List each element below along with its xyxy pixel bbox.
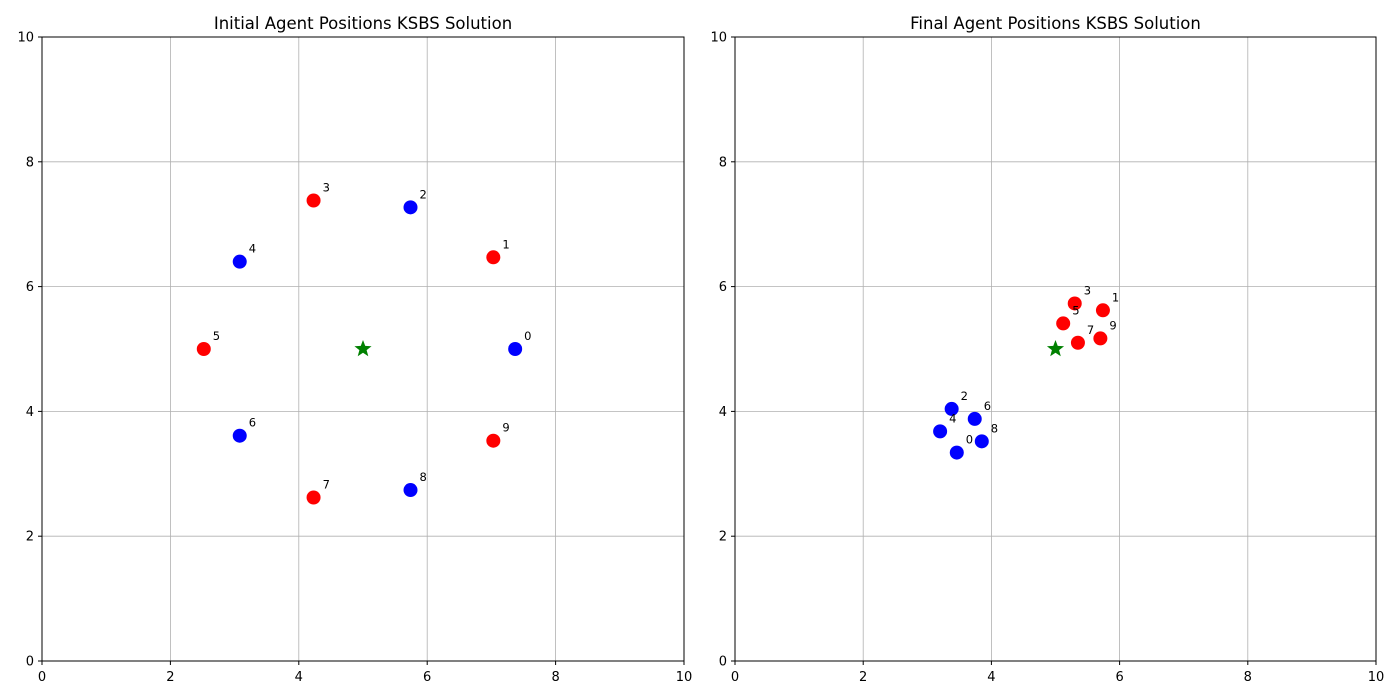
agent-point <box>949 445 964 460</box>
agent-label: 9 <box>1109 318 1116 332</box>
chart-title: Initial Agent Positions KSBS Solution <box>214 14 512 33</box>
x-tick-label: 2 <box>859 670 867 685</box>
agent-point <box>232 254 247 269</box>
agent-label: 3 <box>1084 283 1091 297</box>
agent-label: 8 <box>991 421 998 435</box>
axes-frame <box>734 36 1377 662</box>
agent-point <box>1070 335 1085 350</box>
y-tick-label: 4 <box>26 405 34 420</box>
y-tick-label: 2 <box>26 530 34 545</box>
agent-point <box>508 342 523 356</box>
axes-frame <box>41 36 685 662</box>
x-tick-label: 8 <box>1244 670 1252 685</box>
agent-label: 8 <box>420 470 427 484</box>
y-tick-label: 8 <box>26 155 34 170</box>
x-tick-label: 10 <box>676 670 693 685</box>
agent-point <box>232 428 247 443</box>
agent-label: 6 <box>984 399 991 413</box>
agent-label: 9 <box>502 421 509 435</box>
agent-point <box>933 424 948 439</box>
x-tick-label: 2 <box>166 670 174 685</box>
agent-label: 4 <box>249 242 256 256</box>
agent-label: 6 <box>249 416 256 430</box>
y-tick-label: 6 <box>719 280 727 295</box>
x-tick-label: 6 <box>423 670 431 685</box>
agent-label: 7 <box>1087 323 1094 337</box>
agent-point <box>403 200 418 215</box>
agent-label: 0 <box>966 433 973 447</box>
y-tick-label: 2 <box>719 530 727 545</box>
goal-star-marker <box>354 340 372 357</box>
chart-title: Final Agent Positions KSBS Solution <box>910 14 1201 33</box>
agent-point <box>486 433 501 448</box>
x-tick-label: 8 <box>551 670 559 685</box>
agent-point <box>1056 316 1071 331</box>
agent-point <box>1093 331 1108 346</box>
agent-point <box>486 250 501 265</box>
agent-label: 2 <box>961 389 968 403</box>
y-tick-label: 8 <box>719 155 727 170</box>
agent-point <box>1095 303 1110 318</box>
agent-label: 4 <box>949 411 956 425</box>
x-tick-label: 4 <box>295 670 303 685</box>
agent-label: 2 <box>420 187 427 201</box>
agent-label: 5 <box>213 329 220 343</box>
agent-label: 0 <box>524 329 531 343</box>
y-tick-label: 6 <box>26 280 34 295</box>
goal-star-marker <box>1046 340 1065 357</box>
agent-point <box>967 411 982 426</box>
agent-point <box>403 483 418 498</box>
agent-label: 3 <box>323 180 330 194</box>
agent-label: 5 <box>1072 303 1079 317</box>
y-tick-label: 4 <box>719 405 727 420</box>
x-tick-label: 4 <box>987 670 995 685</box>
y-tick-label: 0 <box>26 655 34 670</box>
agent-label: 1 <box>502 237 509 251</box>
x-tick-label: 6 <box>1115 670 1123 685</box>
y-tick-label: 0 <box>719 655 727 670</box>
agent-point <box>306 193 321 208</box>
x-tick-label: 0 <box>731 670 739 685</box>
y-tick-label: 10 <box>710 31 727 46</box>
agent-point <box>306 490 321 505</box>
agent-point <box>974 434 989 449</box>
agent-point <box>944 401 959 416</box>
agent-label: 1 <box>1112 290 1119 304</box>
agent-point <box>196 342 211 356</box>
agent-label: 7 <box>323 478 330 492</box>
agent-point <box>1067 296 1082 311</box>
x-tick-label: 10 <box>1368 670 1385 685</box>
x-tick-label: 0 <box>38 670 46 685</box>
y-tick-label: 10 <box>17 31 34 46</box>
